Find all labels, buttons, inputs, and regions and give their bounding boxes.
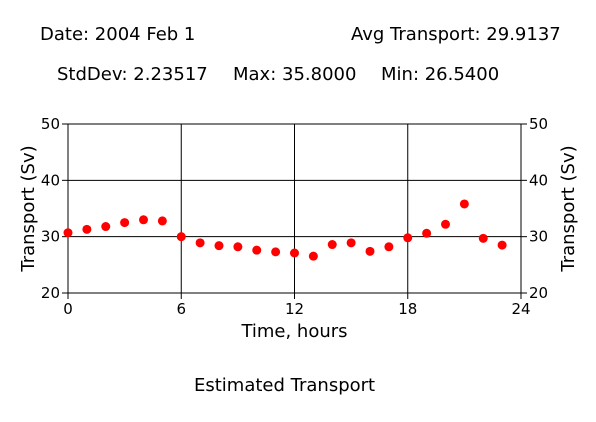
data-point: [441, 219, 450, 229]
data-point: [195, 238, 205, 248]
y-axis-label-right: Transport (Sv): [558, 145, 579, 272]
data-point: [327, 240, 337, 250]
data-point: [365, 246, 375, 256]
min-label: Min: 26.5400: [381, 64, 500, 85]
data-point: [101, 222, 111, 232]
y-axis-label-left: Transport (Sv): [18, 145, 39, 272]
chart-caption: Estimated Transport: [194, 375, 376, 396]
data-point: [459, 199, 469, 209]
data-points: [63, 199, 507, 261]
data-point: [157, 216, 167, 226]
data-point: [422, 228, 432, 238]
data-point: [346, 238, 356, 248]
x-tick-label: 18: [398, 300, 417, 318]
x-tick-label: 24: [511, 300, 530, 318]
y-tick-label-left: 20: [41, 284, 60, 302]
y-tick-label-left: 50: [41, 115, 60, 133]
grid: [68, 124, 521, 293]
x-tick-label: 12: [285, 300, 304, 318]
y-tick-label-right: 20: [529, 284, 548, 302]
y-tick-label-left: 30: [41, 228, 60, 246]
data-point: [478, 233, 488, 243]
data-point: [497, 240, 507, 250]
y-tick-label-left: 40: [41, 171, 60, 189]
avg-transport-label: Avg Transport: 29.9137: [351, 24, 561, 45]
data-point: [308, 251, 318, 261]
data-point: [252, 245, 262, 255]
data-point: [82, 224, 92, 234]
data-point: [384, 242, 394, 252]
stddev-label: StdDev: 2.23517: [57, 64, 208, 85]
y-tick-label-right: 50: [529, 115, 548, 133]
data-point: [120, 218, 130, 228]
data-point: [290, 248, 299, 258]
y-tick-label-right: 30: [529, 228, 548, 246]
x-axis-label: Time, hours: [240, 321, 347, 342]
x-tick-label: 6: [176, 300, 186, 318]
data-point: [233, 242, 243, 252]
date-label: Date: 2004 Feb 1: [40, 24, 196, 45]
data-point: [63, 228, 73, 238]
max-label: Max: 35.8000: [233, 64, 357, 85]
data-point: [214, 241, 224, 251]
data-point: [271, 247, 281, 257]
data-point: [403, 233, 413, 243]
data-point: [176, 232, 186, 242]
data-point: [139, 215, 148, 225]
x-tick-label: 0: [63, 300, 73, 318]
y-tick-label-right: 40: [529, 171, 548, 189]
